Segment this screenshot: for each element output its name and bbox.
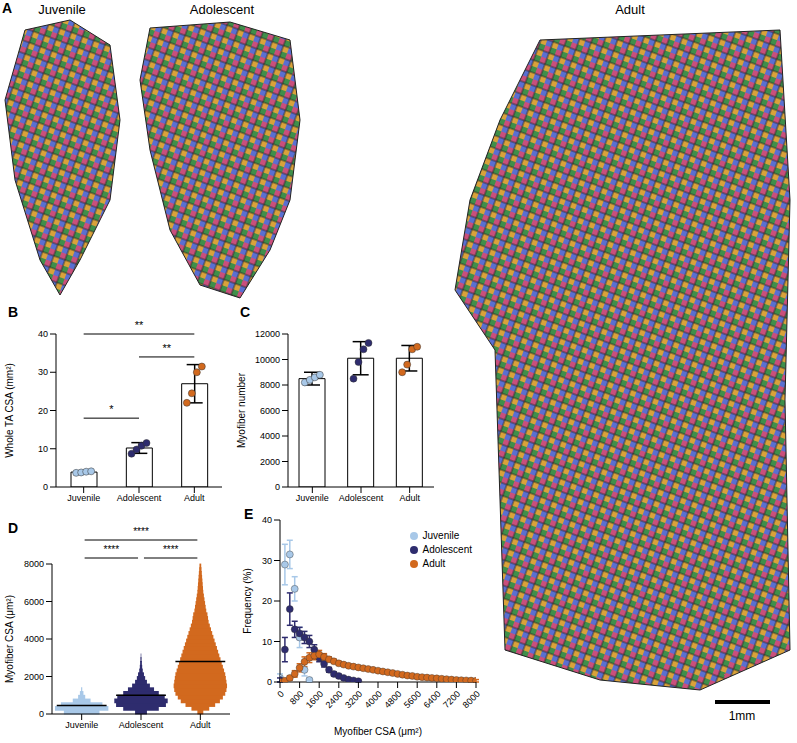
html-text:Adult: Adult [615, 2, 645, 17]
svg-text:*: * [109, 403, 114, 415]
svg-text:****: **** [163, 544, 179, 555]
svg-text:Myofiber CSA (μm²): Myofiber CSA (μm²) [4, 595, 15, 683]
svg-text:8000: 8000 [461, 689, 482, 710]
html-text:E: E [244, 506, 254, 522]
svg-text:20: 20 [262, 596, 272, 606]
svg-text:Juvenile: Juvenile [67, 493, 100, 503]
svg-text:Adult: Adult [190, 720, 211, 730]
svg-text:8000: 8000 [24, 559, 44, 569]
svg-text:**: ** [162, 342, 171, 354]
svg-text:800: 800 [288, 689, 306, 707]
svg-text:10: 10 [262, 637, 272, 647]
svg-text:Whole TA CSA (mm²): Whole TA CSA (mm²) [4, 363, 15, 458]
svg-text:8000: 8000 [260, 380, 280, 390]
svg-text:Myofiber number: Myofiber number [236, 372, 247, 448]
svg-text:6400: 6400 [421, 689, 442, 710]
svg-text:40: 40 [38, 329, 48, 339]
svg-text:**: ** [135, 319, 144, 331]
html-text:Adolescent: Adolescent [189, 2, 255, 17]
svg-text:0: 0 [43, 482, 48, 492]
svg-text:12000: 12000 [255, 329, 280, 339]
svg-text:Adolescent: Adolescent [119, 720, 164, 730]
svg-text:4800: 4800 [382, 689, 403, 710]
svg-text:0: 0 [39, 709, 44, 719]
html-text:C: C [240, 304, 251, 320]
html-text:Juvenile: Juvenile [38, 2, 86, 17]
svg-text:2400: 2400 [323, 689, 344, 710]
html-text:Juvenile: Juvenile [422, 530, 460, 541]
svg-text:****: **** [104, 544, 120, 555]
svg-text:10000: 10000 [255, 355, 280, 365]
svg-text:7200: 7200 [441, 689, 462, 710]
svg-text:Myofiber CSA (μm²): Myofiber CSA (μm²) [334, 726, 422, 737]
svg-text:20: 20 [38, 406, 48, 416]
svg-text:3200: 3200 [343, 689, 364, 710]
svg-text:30: 30 [38, 367, 48, 377]
svg-text:1mm: 1mm [729, 709, 756, 723]
html-text:Adult: Adult [422, 558, 446, 569]
svg-text:2000: 2000 [24, 672, 44, 682]
svg-text:Juvenile: Juvenile [296, 493, 329, 503]
svg-text:Adult: Adult [184, 493, 205, 503]
html-text:B: B [8, 304, 19, 320]
svg-text:1600: 1600 [304, 689, 325, 710]
svg-text:30: 30 [262, 556, 272, 566]
svg-text:4000: 4000 [24, 634, 44, 644]
svg-text:0: 0 [267, 677, 272, 687]
svg-text:6000: 6000 [260, 406, 280, 416]
svg-text:4000: 4000 [260, 431, 280, 441]
html-text:Adolescent: Adolescent [422, 544, 472, 555]
svg-text:****: **** [133, 526, 149, 537]
svg-text:Juvenile: Juvenile [65, 720, 98, 730]
svg-text:0: 0 [275, 482, 280, 492]
svg-text:Frequency (%): Frequency (%) [242, 568, 253, 634]
svg-text:6000: 6000 [24, 597, 44, 607]
svg-text:Adolescent: Adolescent [339, 493, 384, 503]
svg-text:Adult: Adult [399, 493, 420, 503]
html-text:D: D [8, 520, 19, 536]
svg-text:4000: 4000 [363, 689, 384, 710]
svg-text:2000: 2000 [260, 457, 280, 467]
svg-text:40: 40 [262, 515, 272, 525]
svg-text:0: 0 [275, 689, 286, 700]
svg-text:10: 10 [38, 444, 48, 454]
svg-text:Adolescent: Adolescent [117, 493, 162, 503]
svg-text:5600: 5600 [402, 689, 423, 710]
html-text:A: A [2, 0, 13, 16]
